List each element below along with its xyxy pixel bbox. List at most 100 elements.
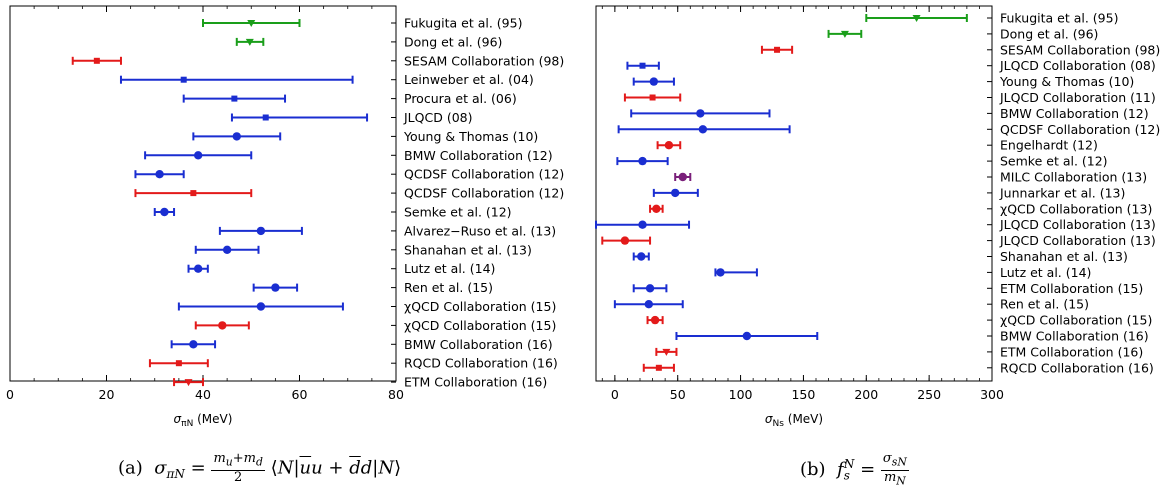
x-tick-label: 20 <box>99 387 115 402</box>
category-label: Shanahan et al. (13) <box>1000 249 1128 264</box>
data-point-square <box>774 46 781 53</box>
category-label: JLQCD Collaboration (08) <box>999 58 1156 73</box>
data-point-circle <box>155 170 164 179</box>
category-label: Lutz et al. (14) <box>404 261 495 276</box>
data-point-square <box>180 76 187 83</box>
data-point-circle <box>160 207 169 217</box>
data-point-circle <box>271 283 280 292</box>
category-label: Leinweber et al. (04) <box>404 72 534 87</box>
plot-frame <box>595 5 993 382</box>
category-label: JLQCD Collaboration (13) <box>999 233 1156 248</box>
data-point-circle <box>637 252 646 261</box>
category-label: Lutz et al. (14) <box>1000 265 1091 280</box>
category-label: SESAM Collaboration (98) <box>404 53 564 68</box>
data-point-circle <box>649 77 659 86</box>
category-label: JLQCD (08) <box>403 110 472 125</box>
data-point-circle <box>193 264 203 273</box>
data-point-circle <box>256 226 266 236</box>
data-point-square <box>93 57 100 64</box>
data-point-circle <box>218 321 227 330</box>
sigma-ns-chart: 0 50 100 150 200 250 300 σNs (MeV) Fukugita et a… <box>595 5 1160 429</box>
data-point-triangle <box>912 15 921 22</box>
data-point-circle <box>716 268 725 277</box>
data-point-circle <box>664 141 674 150</box>
data-point-square <box>262 114 269 121</box>
category-label: BMW Collaboration (16) <box>1000 329 1149 344</box>
x-tick-label: 200 <box>854 387 878 402</box>
data-point-circle <box>620 236 630 245</box>
category-label: Ren et al. (15) <box>404 280 493 295</box>
x-tick-label: 0 <box>611 387 619 402</box>
data-point-square <box>655 364 662 371</box>
category-label: Alvarez−Ruso et al. (13) <box>404 223 556 238</box>
category-label: Dong et al. (96) <box>1000 26 1098 41</box>
category-label: ETM Collaboration (16) <box>1000 344 1143 359</box>
x-axis-label: σNs (MeV) <box>765 412 823 429</box>
data-point-circle <box>742 331 752 341</box>
category-label: SESAM Collaboration (98) <box>1000 42 1160 57</box>
x-tick-label: 100 <box>729 387 753 402</box>
category-label: Young & Thomas (10) <box>403 129 538 144</box>
category-label: BMW Collaboration (12) <box>1000 106 1149 121</box>
x-tick-label: 0 <box>6 387 14 402</box>
category-label: Procura et al. (06) <box>404 91 517 106</box>
data-point-circle <box>698 125 708 134</box>
data-point-circle <box>671 188 680 198</box>
category-label: Junnarkar et al. (13) <box>999 185 1125 200</box>
data-point-circle <box>638 220 647 229</box>
data-point-circle <box>193 151 203 160</box>
data-point-square <box>639 62 646 69</box>
x-tick-label: 60 <box>292 387 308 402</box>
category-label: Shanahan et al. (13) <box>404 242 532 257</box>
caption-a: (a) σπN = mu+md 2 ⟨N|uu + dd|N⟩ <box>118 451 402 485</box>
category-label: χQCD Collaboration (15) <box>404 299 556 314</box>
category-label: QCDSF Collaboration (12) <box>1000 122 1160 137</box>
category-label: Fukugita et al. (95) <box>1000 11 1118 26</box>
data-point-circle <box>189 340 198 349</box>
data-point-circle <box>644 300 653 309</box>
caption-b: (b) fsN = σsN mN <box>800 451 909 488</box>
x-tick-label: 50 <box>670 387 686 402</box>
category-label: Semke et al. (12) <box>404 205 512 220</box>
data-point-square <box>175 360 182 367</box>
category-label: JLQCD Collaboration (13) <box>999 217 1156 232</box>
data-point-circle <box>638 156 647 166</box>
category-label: QCDSF Collaboration (12) <box>404 167 564 182</box>
data-point-circle <box>256 302 266 311</box>
data-point-circle <box>232 132 241 141</box>
data-point-square <box>231 95 238 102</box>
x-tick-label: 80 <box>388 387 404 402</box>
category-label: QCDSF Collaboration (12) <box>404 186 564 201</box>
data-point-circle <box>696 109 705 118</box>
category-label: BMW Collaboration (12) <box>404 148 553 163</box>
x-tick-label: 300 <box>980 387 1004 402</box>
data-point-circle <box>652 204 661 213</box>
panel-sigma-pi-n: 0 20 40 60 80 σπN (MeV) Fukugita et al. (95) Do… <box>6 5 564 485</box>
data-point-triangle <box>662 348 671 356</box>
data-point-square <box>649 94 656 101</box>
category-label: JLQCD Collaboration (11) <box>999 90 1156 105</box>
category-label: RQCD Collaboration (16) <box>404 356 558 371</box>
category-label: Dong et al. (96) <box>404 34 502 49</box>
category-label: ETM Collaboration (15) <box>1000 281 1143 296</box>
category-label: Ren et al. (15) <box>1000 297 1089 312</box>
category-label: χQCD Collaboration (15) <box>404 318 556 333</box>
data-point-circle <box>645 284 655 293</box>
x-tick-label: 150 <box>791 387 815 402</box>
category-label: BMW Collaboration (16) <box>404 337 553 352</box>
category-label: ETM Collaboration (16) <box>404 375 547 390</box>
data-point-square <box>190 190 197 197</box>
x-tick-label: 250 <box>917 387 941 402</box>
category-label: χQCD Collaboration (13) <box>1000 201 1152 216</box>
data-point-circle <box>678 172 687 182</box>
category-label: MILC Collaboration (13) <box>1000 170 1147 185</box>
category-label: Young & Thomas (10) <box>999 74 1134 89</box>
data-point-triangle <box>184 379 193 387</box>
x-axis-label: σπN (MeV) <box>174 412 233 429</box>
data-point-circle <box>222 245 232 254</box>
data-point-triangle <box>245 38 254 46</box>
data-point-triangle <box>840 30 849 38</box>
data-point-circle <box>650 315 660 325</box>
category-label: Fukugita et al. (95) <box>404 16 522 31</box>
x-tick-label: 40 <box>195 387 211 402</box>
